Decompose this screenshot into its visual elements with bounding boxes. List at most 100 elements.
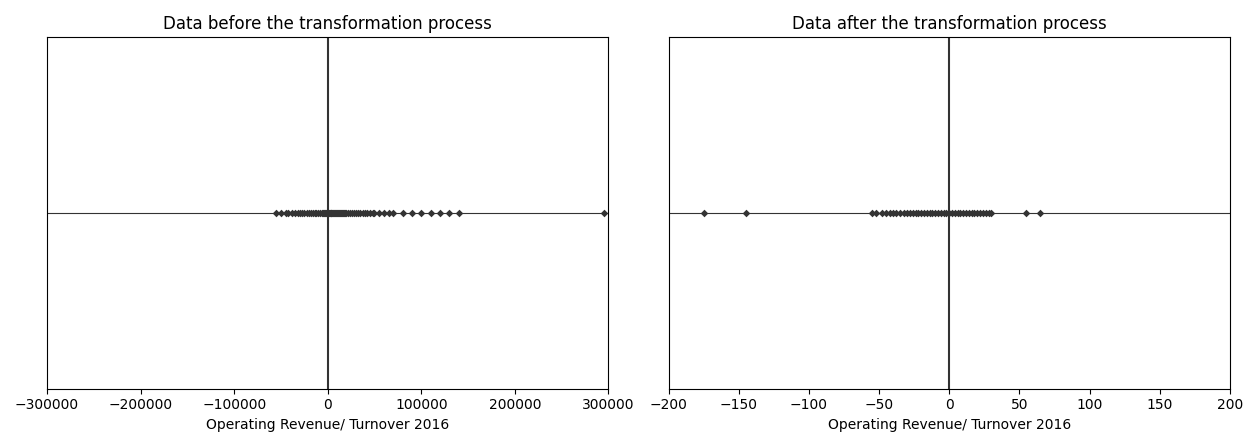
Point: [961, 210, 981, 217]
Point: [353, 210, 374, 217]
Point: [313, 210, 333, 217]
Point: [335, 210, 355, 217]
Point: [940, 210, 960, 217]
Point: [292, 210, 312, 217]
Point: [959, 210, 979, 217]
Point: [931, 210, 951, 217]
Point: [323, 210, 343, 217]
Point: [330, 210, 350, 217]
Point: [881, 210, 901, 217]
Point: [439, 210, 459, 217]
Point: [693, 210, 713, 217]
Point: [308, 210, 328, 217]
Point: [365, 210, 385, 217]
Point: [320, 210, 340, 217]
Point: [945, 210, 965, 217]
Point: [311, 210, 331, 217]
Point: [430, 210, 450, 217]
Point: [360, 210, 380, 217]
Point: [411, 210, 431, 217]
Point: [886, 210, 906, 217]
Point: [379, 210, 399, 217]
Point: [942, 210, 962, 217]
Point: [976, 210, 996, 217]
Point: [883, 210, 903, 217]
Point: [876, 210, 896, 217]
Point: [328, 210, 348, 217]
Point: [384, 210, 404, 217]
Point: [346, 210, 366, 217]
Point: [312, 210, 332, 217]
Point: [357, 210, 377, 217]
Point: [332, 210, 352, 217]
Point: [899, 210, 920, 217]
Point: [911, 210, 931, 217]
Point: [301, 210, 321, 217]
Point: [903, 210, 923, 217]
Point: [336, 210, 356, 217]
Point: [321, 210, 341, 217]
Point: [981, 210, 1001, 217]
Point: [967, 210, 988, 217]
Point: [925, 210, 945, 217]
X-axis label: Operating Revenue/ Turnover 2016: Operating Revenue/ Turnover 2016: [828, 418, 1071, 432]
Point: [328, 210, 348, 217]
Title: Data before the transformation process: Data before the transformation process: [164, 15, 492, 33]
Point: [316, 210, 336, 217]
Point: [867, 210, 887, 217]
Point: [449, 210, 469, 217]
Point: [917, 210, 937, 217]
Point: [314, 210, 335, 217]
Point: [862, 210, 882, 217]
Point: [318, 210, 338, 217]
Point: [936, 210, 956, 217]
Point: [278, 210, 298, 217]
Point: [954, 210, 974, 217]
Point: [333, 210, 353, 217]
Point: [950, 210, 970, 217]
Point: [331, 210, 351, 217]
Point: [297, 210, 317, 217]
Point: [327, 210, 347, 217]
Point: [897, 210, 917, 217]
Point: [338, 210, 359, 217]
Point: [347, 210, 367, 217]
Point: [314, 210, 335, 217]
Point: [392, 210, 413, 217]
Point: [284, 210, 304, 217]
Point: [908, 210, 928, 217]
Point: [294, 210, 314, 217]
Point: [920, 210, 940, 217]
Point: [420, 210, 440, 217]
Point: [317, 210, 337, 217]
Point: [979, 210, 999, 217]
Point: [922, 210, 942, 217]
Point: [304, 210, 325, 217]
Point: [289, 210, 309, 217]
Point: [276, 210, 296, 217]
Point: [270, 210, 291, 217]
Point: [872, 210, 892, 217]
Point: [351, 210, 371, 217]
Point: [965, 210, 985, 217]
Point: [1016, 210, 1037, 217]
Point: [369, 210, 389, 217]
Point: [1030, 210, 1050, 217]
Point: [288, 210, 308, 217]
Point: [355, 210, 375, 217]
Point: [303, 210, 323, 217]
Point: [956, 210, 976, 217]
Point: [299, 210, 320, 217]
Point: [913, 210, 933, 217]
Point: [342, 210, 362, 217]
Point: [736, 210, 756, 217]
Point: [362, 210, 382, 217]
Title: Data after the transformation process: Data after the transformation process: [791, 15, 1107, 33]
Point: [325, 210, 345, 217]
Point: [318, 210, 338, 217]
Point: [321, 210, 341, 217]
Point: [947, 210, 967, 217]
Point: [906, 210, 926, 217]
Point: [401, 210, 421, 217]
Point: [928, 210, 949, 217]
